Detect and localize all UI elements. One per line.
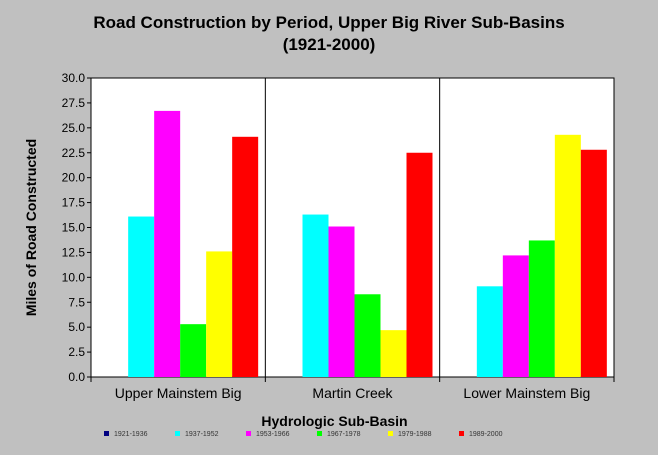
- bar: [206, 251, 233, 377]
- y-tick-label: 17.5: [62, 196, 86, 210]
- y-tick-label: 25.0: [62, 121, 86, 135]
- legend-swatch: [459, 431, 464, 436]
- bar: [476, 286, 503, 377]
- bar: [502, 255, 529, 377]
- legend-swatch: [175, 431, 180, 436]
- y-tick-label: 30.0: [62, 71, 86, 85]
- bar: [528, 240, 555, 377]
- y-tick-label: 27.5: [62, 96, 86, 110]
- y-tick-label: 15.0: [62, 221, 86, 235]
- chart-subtitle: (1921-2000): [282, 35, 376, 54]
- y-tick-label: 22.5: [62, 146, 86, 160]
- bar: [580, 149, 607, 377]
- y-tick-label: 10.0: [62, 270, 86, 284]
- bar: [154, 110, 181, 377]
- legend-swatch: [317, 431, 322, 436]
- bar: [328, 226, 355, 377]
- legend-swatch: [388, 431, 393, 436]
- y-tick-label: 0.0: [68, 370, 85, 384]
- y-tick-label: 20.0: [62, 171, 86, 185]
- legend-swatch: [246, 431, 251, 436]
- x-axis-title: Hydrologic Sub-Basin: [261, 413, 407, 429]
- y-tick-label: 7.5: [68, 295, 85, 309]
- legend-label: 1989-2000: [469, 431, 503, 438]
- legend-label: 1937-1952: [185, 431, 219, 438]
- bar: [232, 136, 259, 377]
- chart-title: Road Construction by Period, Upper Big R…: [93, 13, 565, 32]
- legend-label: 1953-1966: [256, 431, 290, 438]
- bar: [554, 134, 581, 377]
- y-tick-label: 12.5: [62, 245, 86, 259]
- bar: [354, 294, 381, 377]
- y-tick-label: 2.5: [68, 345, 85, 359]
- y-axis-title: Miles of Road Constructed: [23, 139, 39, 316]
- bar: [128, 216, 155, 377]
- legend-label: 1967-1978: [327, 431, 361, 438]
- category-label: Upper Mainstem Big: [115, 385, 242, 401]
- legend-swatch: [104, 431, 109, 436]
- legend-label: 1921-1936: [114, 431, 148, 438]
- bar: [406, 152, 433, 377]
- bar: [302, 214, 329, 377]
- category-label: Martin Creek: [312, 385, 393, 401]
- bar: [380, 330, 407, 377]
- y-tick-label: 5.0: [68, 320, 85, 334]
- legend-label: 1979-1988: [398, 431, 432, 438]
- category-label: Lower Mainstem Big: [463, 385, 590, 401]
- bar: [180, 324, 207, 377]
